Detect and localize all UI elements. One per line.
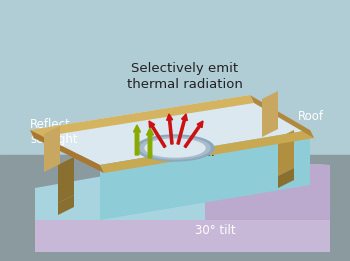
Text: Roof: Roof <box>298 110 324 123</box>
Polygon shape <box>278 168 294 188</box>
Polygon shape <box>205 158 330 220</box>
Polygon shape <box>250 95 314 138</box>
Polygon shape <box>35 158 330 220</box>
Text: Selectively emit
thermal radiation: Selectively emit thermal radiation <box>127 62 243 91</box>
Ellipse shape <box>136 135 214 161</box>
Ellipse shape <box>140 137 210 159</box>
Polygon shape <box>35 220 330 252</box>
FancyArrow shape <box>147 128 154 158</box>
FancyArrow shape <box>177 114 187 144</box>
Polygon shape <box>100 130 310 220</box>
Polygon shape <box>58 195 74 215</box>
Polygon shape <box>278 130 294 176</box>
FancyArrow shape <box>167 114 173 144</box>
FancyArrow shape <box>184 121 203 148</box>
Bar <box>0 0 350 155</box>
FancyArrow shape <box>133 125 140 155</box>
Polygon shape <box>44 126 60 172</box>
Ellipse shape <box>145 139 205 157</box>
Polygon shape <box>100 130 314 173</box>
Polygon shape <box>30 95 310 165</box>
Polygon shape <box>30 95 254 138</box>
Polygon shape <box>262 91 278 137</box>
Bar <box>0 155 350 261</box>
Polygon shape <box>30 130 104 173</box>
FancyArrow shape <box>149 121 166 147</box>
Text: Reflect
sunlight: Reflect sunlight <box>30 118 78 146</box>
Polygon shape <box>58 157 74 203</box>
Text: Cooler: Cooler <box>178 145 216 158</box>
Polygon shape <box>58 157 74 203</box>
Text: 30° tilt: 30° tilt <box>195 223 235 236</box>
